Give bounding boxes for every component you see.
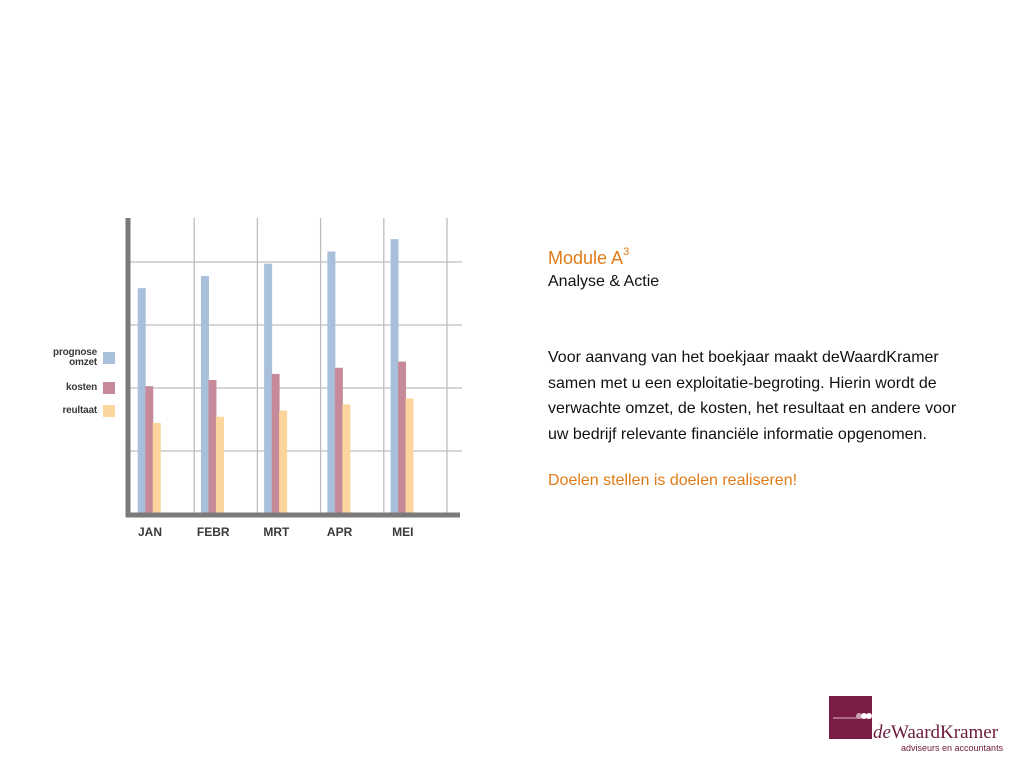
legend-swatch-prognose-omzet — [103, 352, 115, 364]
bar-jan-prognose-omzet — [137, 288, 146, 516]
bar-jan-reultaat — [152, 422, 161, 516]
legend-swatch-kosten — [103, 382, 115, 394]
bar-apr-kosten — [334, 367, 343, 516]
slogan: Doelen stellen is doelen realiseren! — [548, 472, 798, 489]
bar-mrt-kosten — [271, 373, 280, 516]
module-title: Module A3 — [548, 243, 968, 269]
bar-febr-reultaat — [215, 416, 224, 516]
bar-mei-prognose-omzet — [390, 239, 399, 516]
bar-jan-kosten — [145, 386, 154, 516]
logo-name-main: WaardKramer — [890, 722, 999, 743]
legend-label-kosten: kosten — [65, 382, 97, 393]
logo-mark — [829, 696, 872, 739]
legend-label-reultaat: reultaat — [62, 405, 97, 416]
legend-label-omzet: omzet — [69, 357, 97, 368]
bar-mei-kosten — [398, 361, 407, 516]
module-subtitle: Analyse & Actie — [548, 273, 660, 290]
bar-chart: JAN FEBR MRT APR MEI — [125, 218, 462, 539]
module-title-text: Module A — [548, 248, 624, 268]
legend-item-reultaat: reultaat — [62, 405, 115, 417]
legend-item-kosten: kosten — [66, 382, 115, 394]
bar-mrt-prognose-omzet — [264, 263, 273, 516]
bar-apr-reultaat — [342, 404, 351, 516]
bar-febr-kosten — [208, 380, 217, 516]
module-title-superscript: 3 — [623, 246, 630, 258]
x-tick-label-mei: MEI — [392, 525, 413, 539]
logo-dots-icon — [833, 713, 872, 719]
company-logo: deWaardKramer adviseurs en accountants — [829, 696, 1019, 756]
x-tick-label-jan: JAN — [138, 525, 162, 539]
x-tick-label-apr: APR — [327, 525, 353, 539]
logo-wordmark: deWaardKramer — [873, 722, 998, 744]
content-text: Module A3 Analyse & Actie Voor aanvang v… — [548, 243, 968, 492]
bar-mrt-reultaat — [279, 410, 288, 516]
bar-apr-prognose-omzet — [327, 251, 336, 516]
bar-febr-prognose-omzet — [200, 275, 209, 516]
x-tick-label-mrt: MRT — [263, 525, 290, 539]
legend-swatch-reultaat — [103, 405, 115, 417]
legend-label-prognose: prognose — [53, 347, 97, 358]
logo-tagline: adviseurs en accountants — [901, 743, 1004, 753]
bar-mei-reultaat — [405, 398, 414, 516]
x-tick-label-febr: FEBR — [197, 525, 230, 539]
body-paragraph: Voor aanvang van het boekjaar maakt deWa… — [548, 349, 957, 443]
legend-item-prognose-omzet: prognose omzet — [53, 348, 115, 368]
logo-name-prefix: de — [873, 722, 891, 743]
